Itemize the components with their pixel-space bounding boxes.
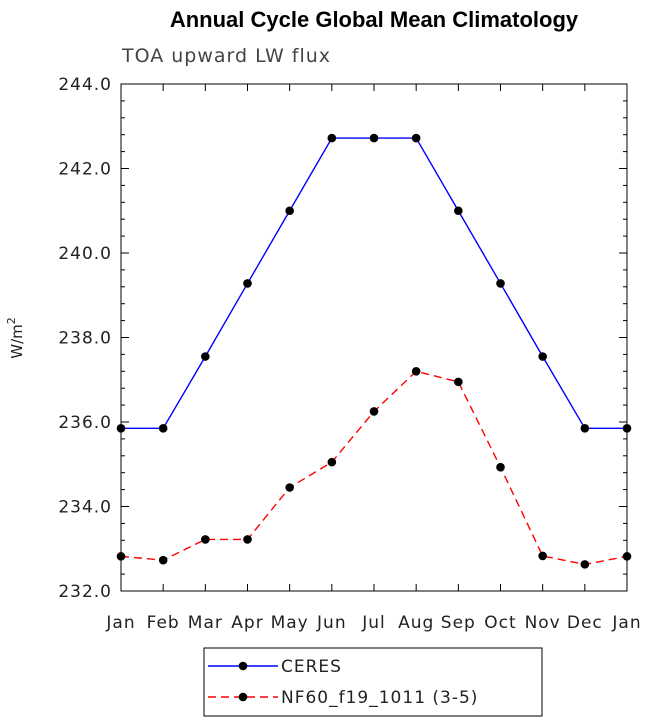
x-ticks [120, 84, 628, 591]
series-point [496, 462, 505, 472]
x-tick-label: Mar [188, 613, 223, 633]
x-tick-label: Jan [105, 613, 135, 633]
series-line [120, 370, 628, 566]
series-point [201, 535, 210, 544]
y-ticks [121, 83, 627, 592]
series-point [327, 457, 337, 467]
x-tick-label: Aug [398, 613, 434, 633]
x-tick-labels: Jan Feb Mar Apr May Jun Jul Aug Sep Oct Nov Dec Jan [105, 613, 641, 633]
series-1 [116, 367, 632, 569]
x-tick-label: Jul [361, 613, 386, 633]
series-point [496, 279, 505, 288]
series-point [580, 560, 590, 569]
series-point [538, 551, 547, 561]
x-tick-label: Dec [567, 613, 603, 633]
legend: CERES NF60_f19_1011 (3-5) [203, 647, 543, 717]
series-point [622, 552, 632, 561]
y-axis-label-superscript: 2 [5, 317, 18, 324]
legend-box [203, 647, 543, 717]
y-tick-label: 232.0 [58, 582, 112, 602]
x-tick-label: Jun [316, 613, 347, 633]
series-point [454, 377, 463, 387]
y-tick-label: 244.0 [58, 75, 112, 95]
y-axis-label: W/m2 [5, 317, 26, 359]
chart-subtitle: TOA upward LW flux [121, 45, 331, 67]
series-point [243, 279, 252, 288]
series-point [116, 552, 126, 561]
x-tick-label: Feb [147, 613, 180, 633]
series-point [411, 133, 421, 143]
series-point [538, 352, 547, 361]
series-point [158, 424, 168, 433]
legend-label-ceres: CERES [281, 657, 342, 677]
x-tick-label: Nov [525, 613, 561, 633]
series-point [580, 424, 590, 433]
series-point [454, 206, 463, 216]
series-point [116, 424, 126, 433]
series-point [158, 555, 168, 565]
y-tick-label: 234.0 [58, 498, 112, 518]
legend-label-nf60: NF60_f19_1011 (3-5) [281, 688, 478, 708]
x-tick-label: Sep [441, 613, 476, 633]
series-point [285, 206, 294, 216]
y-tick-label: 240.0 [58, 244, 112, 264]
y-tick-label: 238.0 [58, 329, 112, 349]
x-tick-label: Apr [231, 613, 263, 633]
y-tick-labels: 232.0 234.0 236.0 238.0 240.0 242.0 244.0 [58, 75, 112, 602]
x-tick-label: May [271, 613, 309, 633]
plot-frame [120, 83, 628, 592]
series-point [369, 407, 379, 416]
series-layer [116, 133, 632, 569]
y-axis-label-text: W/m [8, 324, 26, 359]
series-0 [116, 133, 632, 433]
series-point [411, 367, 421, 376]
chart-title: Annual Cycle Global Mean Climatology [170, 7, 579, 32]
legend-marker-ceres [238, 661, 248, 671]
series-point [243, 535, 252, 544]
y-tick-label: 242.0 [58, 160, 112, 180]
legend-marker-nf60 [238, 692, 248, 702]
series-point [327, 133, 337, 143]
series-point [285, 483, 294, 492]
series-point [369, 133, 379, 143]
series-point [201, 352, 210, 361]
series-line [121, 137, 627, 430]
y-tick-label: 236.0 [58, 413, 112, 433]
x-tick-label: Oct [484, 613, 516, 633]
x-tick-label: Jan [611, 613, 641, 633]
series-point [622, 424, 632, 433]
